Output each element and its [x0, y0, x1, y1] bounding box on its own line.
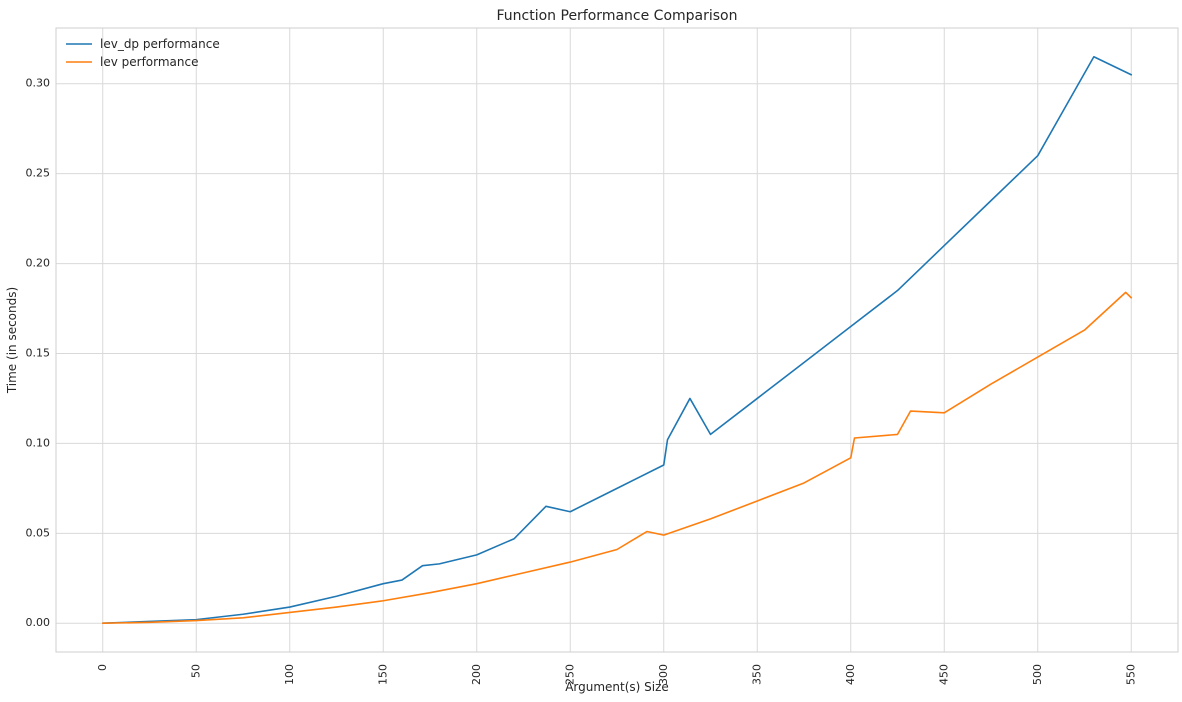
y-tick-label: 0.05: [26, 526, 51, 539]
grid: [56, 28, 1178, 652]
x-tick-label: 150: [376, 664, 389, 685]
y-tick-label: 0.20: [26, 257, 51, 270]
x-tick-label: 500: [1031, 664, 1044, 685]
x-tick-label: 400: [844, 664, 857, 685]
y-tick-label: 0.10: [26, 436, 51, 449]
y-tick-label: 0.15: [26, 346, 51, 359]
x-tick-label: 50: [189, 664, 202, 678]
series-layer: [101, 55, 1133, 625]
series-line-lev: [101, 291, 1133, 625]
tick-labels: 0 50 100 150 200 250 300 350 400 450 500 550 0.00 0.0…: [26, 77, 1138, 685]
legend: lev_dp performance lev performance: [66, 37, 220, 69]
legend-label-lev-dp: lev_dp performance: [100, 37, 220, 51]
y-tick-label: 0.25: [26, 167, 51, 180]
x-tick-label: 200: [470, 664, 483, 685]
y-tick-label: 0.30: [26, 77, 51, 90]
x-tick-label: 300: [657, 664, 670, 685]
series-line-lev-dp: [101, 55, 1133, 625]
y-tick-label: 0.00: [26, 616, 51, 629]
x-tick-label: 100: [283, 664, 296, 685]
chart-title: Function Performance Comparison: [497, 8, 738, 24]
x-tick-label: 350: [750, 664, 763, 685]
x-tick-label: 550: [1124, 664, 1137, 685]
x-tick-label: 250: [563, 664, 576, 685]
plot-frame: [55, 27, 1179, 653]
legend-label-lev: lev performance: [100, 55, 198, 69]
x-tick-label: 0: [96, 664, 109, 671]
y-axis-label: Time (in seconds): [5, 287, 19, 394]
x-axis-label: Argument(s) Size: [565, 680, 669, 694]
x-tick-label: 450: [937, 664, 950, 685]
